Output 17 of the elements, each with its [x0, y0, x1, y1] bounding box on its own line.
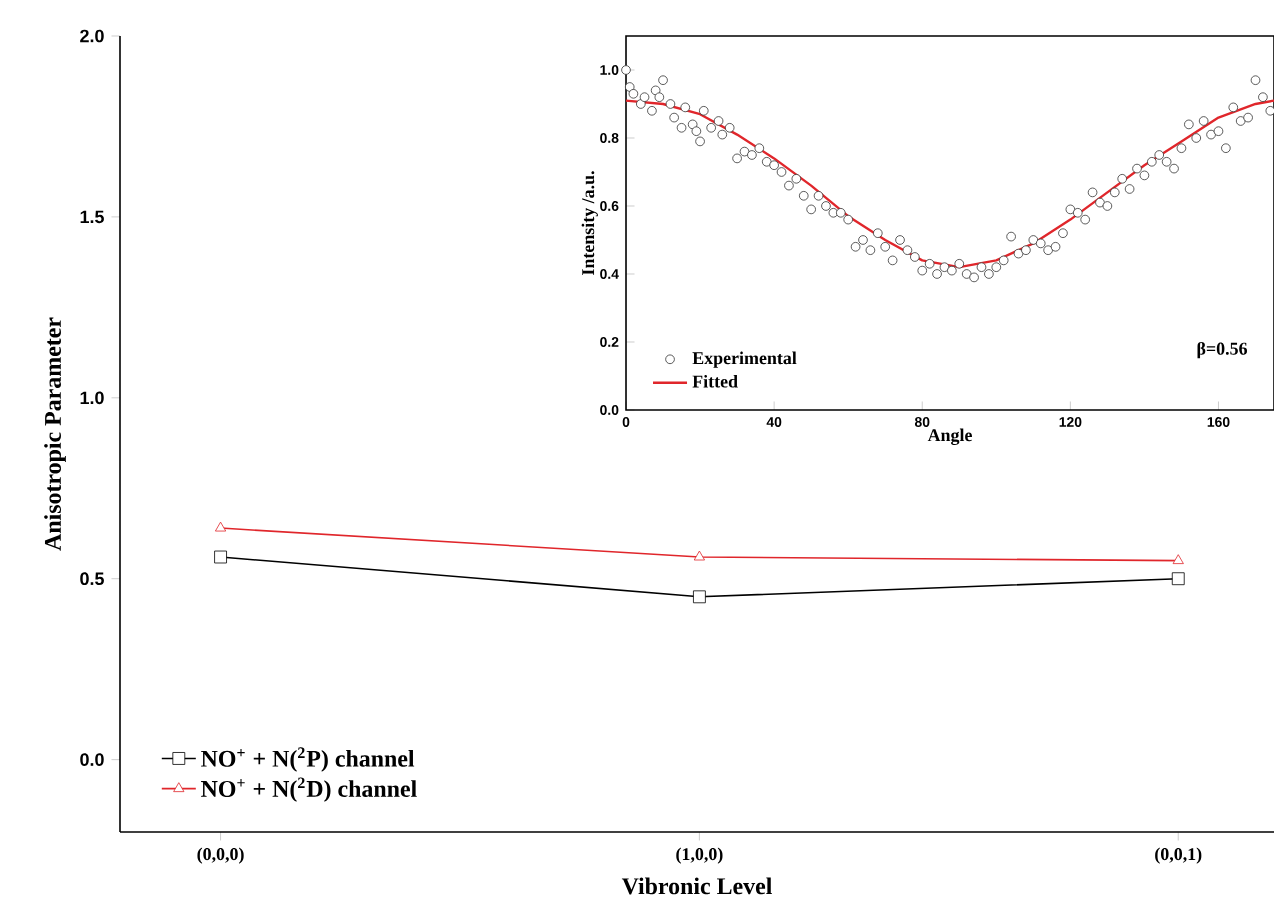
x-axis-title: Angle [927, 428, 972, 445]
legend-label: NO$^{+}$ + N($^{2}$P) channel [201, 747, 415, 772]
x-axis-title: Vibronic Level [621, 877, 772, 895]
legend-label: NO$^{+}$ + N($^{2}$D) channel [201, 777, 417, 802]
y-tick-label: 0.5 [80, 572, 104, 586]
legend-label: Experimental [692, 351, 797, 368]
annotation: β=0.56 [1197, 341, 1248, 359]
y-tick-label: 1.0 [80, 391, 104, 405]
y-tick-label: 1.5 [80, 210, 104, 224]
y-tick-label: 0.0 [80, 753, 104, 766]
y-tick-label: 2.0 [80, 29, 104, 43]
legend-label: Fitted [692, 374, 738, 388]
x-tick-label: (0,0,0) [197, 847, 244, 864]
x-tick-label: (0,0,1) [1155, 847, 1202, 864]
y-axis-title: Anisotropic Parameter [44, 317, 66, 551]
y-axis-title: Intensity /a.u. [581, 171, 598, 275]
x-tick-label: (1,0,0) [676, 847, 723, 864]
